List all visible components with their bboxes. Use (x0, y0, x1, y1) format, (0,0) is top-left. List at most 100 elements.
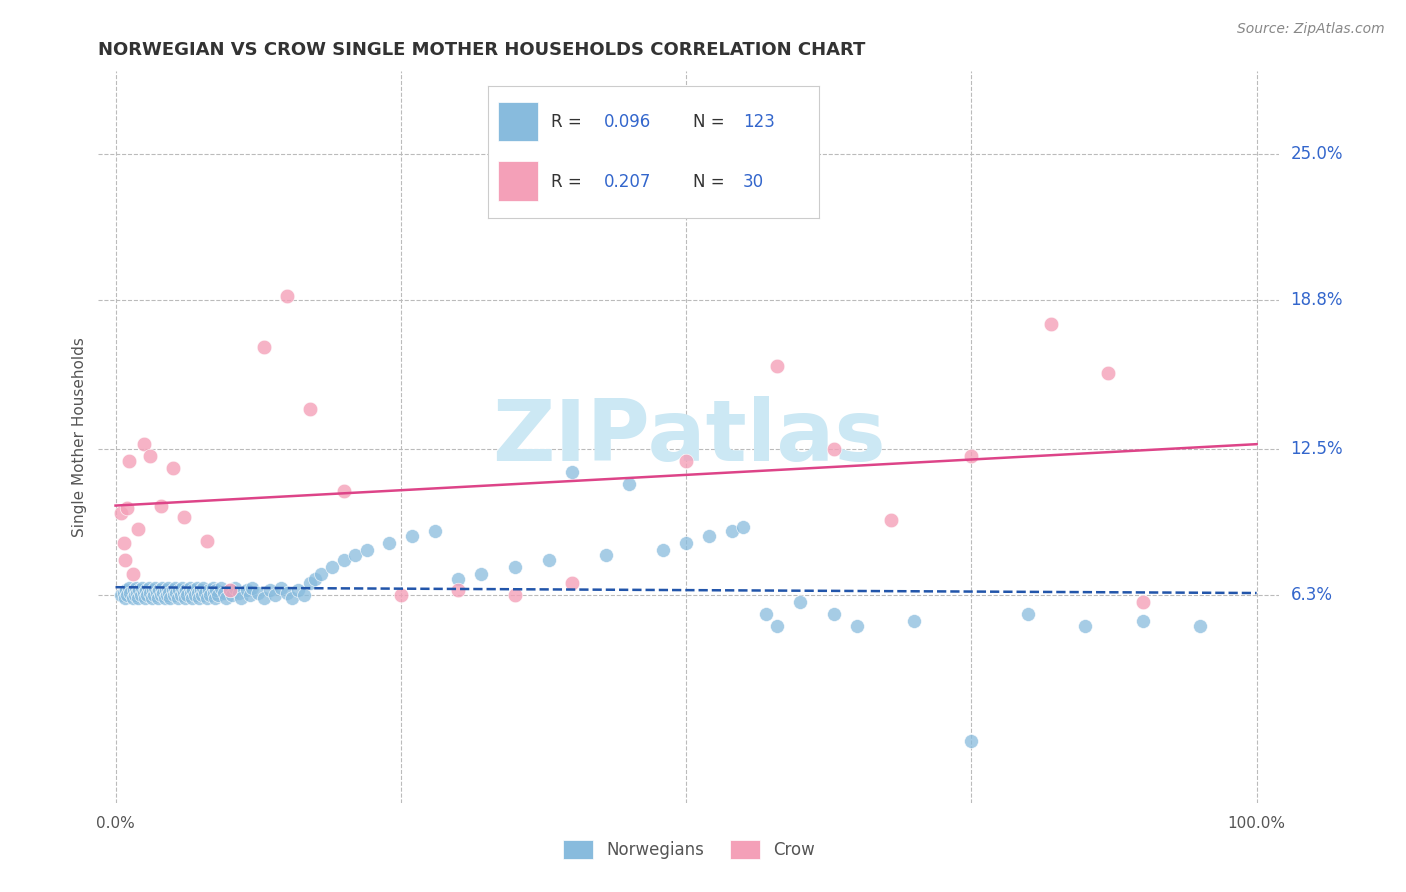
Point (264, 588, 287, 602)
Point (180, 586, 202, 600)
Point (195, 591, 218, 605)
Point (1040, 317, 1063, 331)
Point (207, 588, 229, 602)
Point (201, 581, 224, 595)
Point (766, 359, 789, 374)
Point (169, 583, 191, 598)
Point (139, 586, 162, 600)
Point (212, 586, 235, 600)
Point (169, 588, 191, 602)
Point (332, 484, 354, 499)
Point (148, 583, 170, 598)
Point (184, 588, 207, 602)
Point (114, 591, 136, 605)
Point (162, 583, 184, 598)
Point (131, 581, 153, 595)
Point (118, 581, 141, 595)
Point (190, 583, 212, 598)
Point (242, 581, 264, 595)
Point (163, 581, 186, 595)
Point (159, 591, 181, 605)
Point (259, 583, 281, 598)
Point (960, 734, 983, 748)
Point (617, 477, 640, 491)
Point (595, 548, 617, 562)
Text: NORWEGIAN VS CROW SINGLE MOTHER HOUSEHOLDS CORRELATION CHART: NORWEGIAN VS CROW SINGLE MOTHER HOUSEHOL… (98, 41, 866, 59)
Point (205, 583, 228, 598)
Point (112, 536, 135, 550)
Point (356, 543, 378, 558)
Point (114, 583, 136, 598)
Point (276, 586, 298, 600)
Point (129, 588, 152, 602)
Point (157, 581, 180, 595)
Point (112, 586, 135, 600)
Point (128, 583, 150, 598)
Point (115, 500, 138, 515)
Point (127, 591, 149, 605)
Point (187, 586, 209, 600)
Text: 6.3%: 6.3% (1291, 586, 1333, 604)
Point (191, 588, 214, 602)
Point (292, 588, 315, 602)
Point (150, 581, 173, 595)
Point (215, 591, 238, 605)
Point (204, 591, 226, 605)
Point (134, 591, 156, 605)
Point (136, 588, 159, 602)
Point (823, 607, 845, 621)
Point (127, 522, 149, 536)
Point (239, 588, 262, 602)
Point (823, 442, 845, 456)
Point (229, 591, 252, 605)
Point (253, 340, 276, 354)
Point (538, 553, 561, 567)
Point (298, 401, 321, 416)
Point (1097, 367, 1119, 381)
Point (152, 586, 174, 600)
Point (389, 588, 412, 602)
Point (224, 581, 246, 595)
Point (115, 588, 138, 602)
Point (503, 559, 526, 574)
Point (218, 583, 240, 598)
Point (675, 453, 697, 467)
Point (1017, 607, 1039, 621)
Point (236, 583, 259, 598)
Point (447, 583, 470, 598)
Point (153, 591, 176, 605)
Point (276, 288, 298, 302)
Point (138, 581, 160, 595)
Point (132, 586, 155, 600)
Point (697, 529, 720, 543)
Point (124, 588, 146, 602)
Text: 18.8%: 18.8% (1291, 291, 1343, 310)
Text: 12.5%: 12.5% (1291, 440, 1343, 458)
Text: 25.0%: 25.0% (1291, 145, 1343, 163)
Point (110, 506, 132, 520)
Point (139, 449, 162, 463)
Point (675, 536, 697, 550)
Point (903, 614, 925, 628)
Point (200, 588, 222, 602)
Point (157, 586, 180, 600)
Point (344, 548, 367, 562)
Point (733, 520, 755, 534)
Point (173, 586, 195, 600)
Point (195, 533, 218, 548)
Point (142, 583, 165, 598)
Point (135, 583, 157, 598)
Point (181, 591, 204, 605)
Point (209, 581, 232, 595)
Point (309, 566, 332, 581)
Point (121, 591, 143, 605)
Point (652, 543, 675, 558)
Point (561, 466, 583, 480)
Point (287, 583, 309, 598)
Point (503, 588, 526, 602)
Point (228, 586, 250, 600)
Point (447, 572, 470, 586)
Point (1074, 619, 1097, 633)
Text: ZIPatlas: ZIPatlas (492, 395, 886, 479)
Point (179, 581, 201, 595)
